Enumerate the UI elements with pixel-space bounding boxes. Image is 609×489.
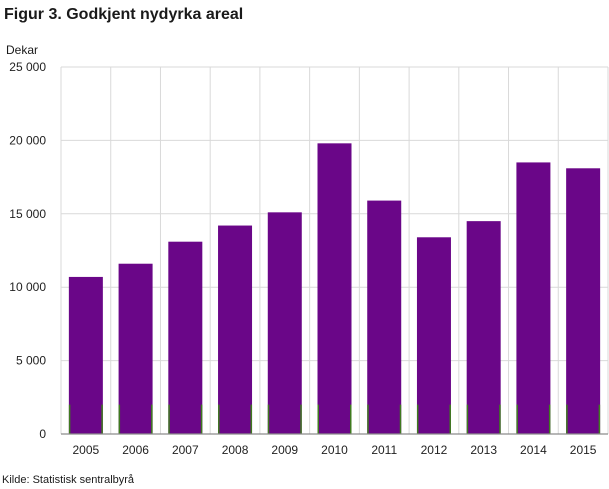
source-note: Kilde: Statistisk sentralbyrå — [2, 474, 135, 486]
bar-2007 — [168, 241, 203, 434]
bar-base-mark — [218, 404, 220, 434]
bar-base-mark — [367, 404, 369, 434]
bar-base-mark — [598, 404, 601, 434]
bar-base-mark — [300, 404, 302, 434]
x-tick-label: 2007 — [172, 443, 199, 457]
bar-base-mark — [118, 404, 121, 434]
bar-2012 — [416, 237, 451, 434]
y-tick-label: 15 000 — [9, 207, 46, 221]
bar-base-mark — [516, 404, 518, 434]
y-tick-label: 0 — [39, 427, 46, 441]
x-tick-label: 2012 — [421, 443, 448, 457]
bar-base-mark — [317, 404, 319, 434]
bar-base-mark — [548, 404, 551, 434]
x-tick-label: 2014 — [520, 443, 547, 457]
bar-base-mark — [151, 404, 153, 434]
x-tick-label: 2015 — [570, 443, 597, 457]
x-tick-label: 2009 — [271, 443, 298, 457]
bar-base-mark — [466, 404, 469, 434]
x-tick-label: 2008 — [222, 443, 249, 457]
bar-base-mark — [168, 404, 170, 434]
bar-base-mark — [250, 404, 253, 434]
bar-base-mark — [566, 404, 568, 434]
x-tick-label: 2011 — [371, 443, 397, 457]
x-tick-label: 2013 — [470, 443, 497, 457]
y-tick-label: 10 000 — [9, 280, 46, 294]
bar-2009 — [267, 212, 302, 434]
bar-2014 — [516, 162, 551, 435]
y-tick-label: 25 000 — [9, 60, 46, 74]
bar-base-mark — [499, 404, 501, 434]
x-tick-label: 2006 — [122, 443, 149, 457]
bar-base-mark — [350, 404, 352, 434]
bar-2005 — [68, 276, 103, 434]
x-tick-label: 2010 — [321, 443, 348, 457]
bar-2010 — [317, 143, 352, 434]
chart-title: Figur 3. Godkjent nydyrka areal — [4, 6, 244, 23]
bar-base-mark — [416, 404, 419, 434]
bar-base-mark — [200, 404, 203, 434]
y-tick-label: 5 000 — [16, 354, 46, 368]
y-tick-label: 20 000 — [9, 133, 46, 147]
bar-2013 — [466, 221, 501, 434]
bar-base-mark — [399, 404, 402, 434]
bar-base-mark — [68, 404, 71, 434]
bar-2015 — [566, 168, 601, 435]
bar-2008 — [218, 225, 253, 434]
bar-base-mark — [101, 404, 103, 434]
y-axis-label: Dekar — [6, 43, 39, 57]
bar-base-mark — [449, 404, 451, 434]
x-tick-label: 2005 — [73, 443, 100, 457]
bar-2011 — [367, 200, 402, 434]
bar-base-mark — [267, 404, 270, 434]
bar-2006 — [118, 263, 153, 434]
